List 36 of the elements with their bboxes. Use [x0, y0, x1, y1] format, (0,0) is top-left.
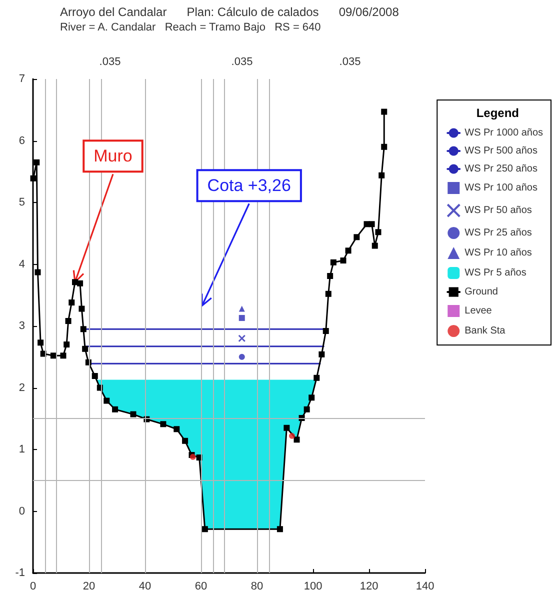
x-tick-label: 60 — [194, 580, 208, 592]
x-tick-label: 80 — [250, 580, 264, 592]
y-tick-label: 7 — [18, 73, 25, 85]
legend-label: Ground — [464, 286, 498, 298]
y-tick-label: -1 — [15, 567, 25, 579]
annotation: Cota +3,26 — [207, 176, 291, 196]
legend-label: WS Pr 100 años — [464, 182, 538, 194]
legend-label: WS Pr 250 años — [464, 164, 538, 174]
y-tick-label: 6 — [18, 134, 25, 147]
x-tick-label: 120 — [360, 580, 378, 592]
x-tick-label: 140 — [416, 580, 434, 592]
legend-label: Bank Sta — [464, 326, 506, 336]
x-tick-label: 40 — [138, 580, 152, 592]
legend-title: Legend — [476, 106, 520, 120]
x-tick-label: 0 — [30, 580, 36, 592]
legend-label: WS Pr 1000 años — [464, 128, 543, 138]
text: .035 — [99, 56, 121, 68]
legend-label: Levee — [464, 306, 492, 316]
legend-label: WS Pr 500 años — [464, 146, 538, 156]
legend-label: WS Pr 25 años — [464, 228, 532, 238]
text: .035 — [339, 56, 361, 68]
legend-label: WS Pr 5 años — [464, 268, 526, 278]
annotation: Muro — [94, 146, 132, 166]
legend-label: WS Pr 10 años — [464, 248, 532, 258]
y-tick-label: 1 — [18, 444, 25, 456]
y-tick-label: 5 — [18, 196, 25, 208]
y-tick-label: 0 — [18, 505, 25, 518]
x-tick-label: 20 — [82, 580, 96, 592]
chart-subtitle: River = A. Candalar Reach = Tramo Bajo RS = 640 — [60, 22, 321, 34]
y-tick-label: 2 — [18, 382, 25, 394]
x-tick-label: 100 — [304, 580, 322, 592]
y-tick-label: 3 — [18, 320, 25, 332]
legend-label: WS Pr 50 años — [464, 205, 532, 216]
y-tick-label: 4 — [18, 258, 25, 270]
text: .035 — [231, 56, 253, 68]
chart-title: Arroyo del Candalar Plan: Cálculo de calados 09/06/2008 — [60, 5, 400, 19]
